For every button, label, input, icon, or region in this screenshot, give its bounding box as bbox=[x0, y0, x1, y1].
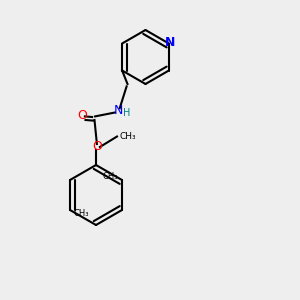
Text: H: H bbox=[123, 107, 130, 118]
Text: O: O bbox=[78, 109, 87, 122]
Text: CH₃: CH₃ bbox=[74, 209, 89, 218]
Text: CH₃: CH₃ bbox=[103, 172, 118, 181]
Text: N: N bbox=[165, 35, 176, 49]
Text: O: O bbox=[93, 140, 102, 154]
Text: N: N bbox=[114, 104, 123, 118]
Text: CH₃: CH₃ bbox=[120, 132, 136, 141]
